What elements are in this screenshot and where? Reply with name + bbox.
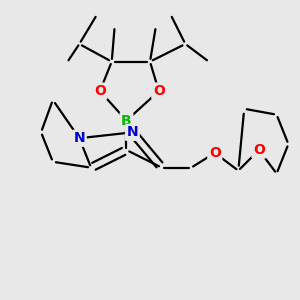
Text: N: N — [74, 131, 85, 145]
Text: O: O — [209, 146, 221, 160]
Text: B: B — [121, 114, 132, 128]
Text: N: N — [127, 125, 138, 139]
Text: O: O — [94, 84, 106, 98]
Text: O: O — [253, 143, 265, 157]
Text: O: O — [153, 84, 165, 98]
